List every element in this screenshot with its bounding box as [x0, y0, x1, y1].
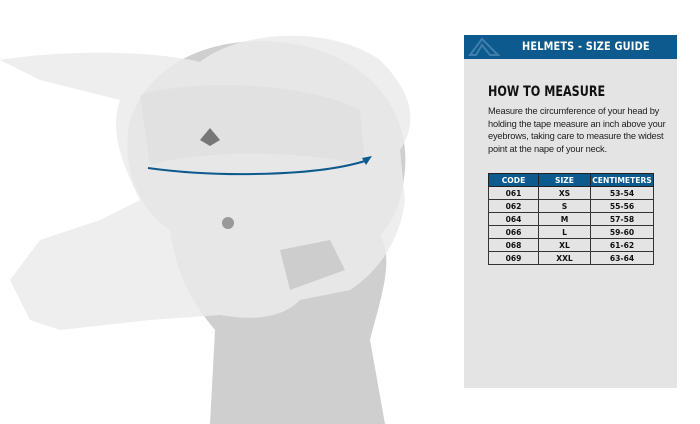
col-code: CODE [488, 173, 539, 187]
cell-code: 069 [488, 251, 539, 265]
cell-centimeters: 61-62 [590, 238, 654, 252]
cell-code: 062 [488, 199, 539, 213]
table-row: 061 XS 53-54 [488, 186, 654, 200]
table-row: 062 S 55-56 [488, 199, 654, 213]
cell-centimeters: 63-64 [590, 251, 654, 265]
table-row: 069 XXL 63-64 [488, 251, 654, 265]
section-description: Measure the circumference of your head b… [488, 106, 666, 154]
brand-a-logo-icon [468, 37, 501, 56]
cell-size: XS [538, 186, 591, 200]
cell-size: XXL [538, 251, 591, 265]
cell-centimeters: 55-56 [590, 199, 654, 213]
col-size: SIZE [538, 173, 591, 187]
cell-code: 061 [488, 186, 539, 200]
col-centimeters: CENTIMETERS [590, 173, 654, 187]
cell-size: S [538, 199, 591, 213]
header-title: HELMETS - SIZE GUIDE [522, 39, 650, 53]
cell-centimeters: 53-54 [590, 186, 654, 200]
size-table: CODE SIZE CENTIMETERS 061 XS 53-54 062 S 55-5… [488, 173, 654, 265]
table-row: 066 L 59-60 [488, 225, 654, 239]
cell-centimeters: 57-58 [590, 212, 654, 226]
helmet-head-illustration [0, 35, 411, 424]
size-guide-panel: HELMETS - SIZE GUIDE HOW TO MEASURE Meas… [464, 35, 677, 388]
cell-size: L [538, 225, 591, 239]
cell-code: 064 [488, 212, 539, 226]
cell-code: 068 [488, 238, 539, 252]
cell-size: XL [538, 238, 591, 252]
cell-size: M [538, 212, 591, 226]
section-title: HOW TO MEASURE [488, 84, 606, 100]
table-row: 068 XL 61-62 [488, 238, 654, 252]
table-row: 064 M 57-58 [488, 212, 654, 226]
size-guide-header: HELMETS - SIZE GUIDE [464, 35, 677, 59]
cell-centimeters: 59-60 [590, 225, 654, 239]
cell-code: 066 [488, 225, 539, 239]
